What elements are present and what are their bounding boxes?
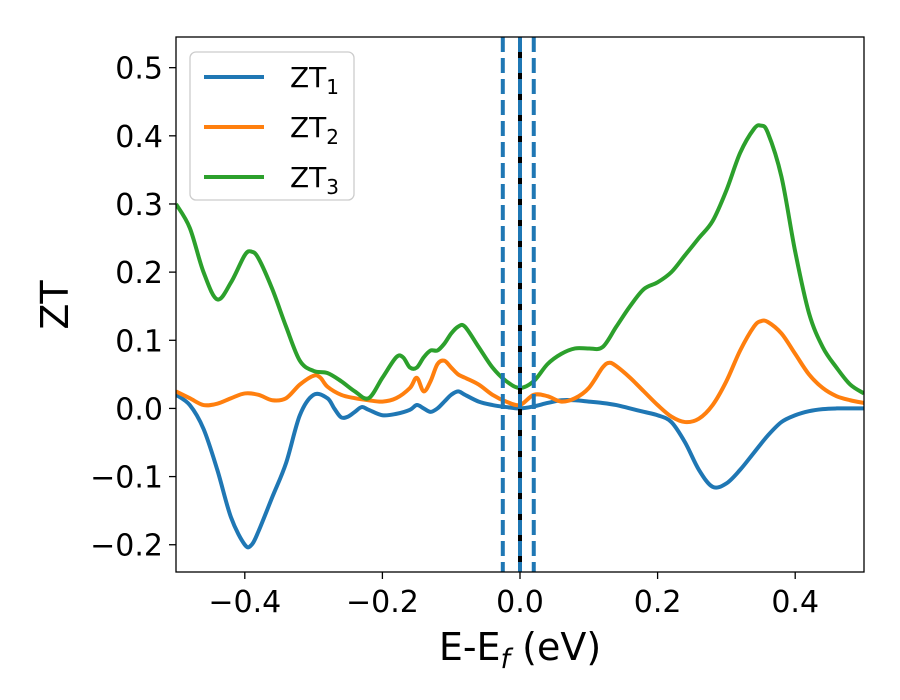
y-tick-label: 0.5 — [115, 52, 163, 87]
x-tick-label: 0.4 — [771, 585, 819, 620]
x-tick-label: 0.0 — [496, 585, 544, 620]
reference-lines — [500, 37, 536, 572]
y-tick-label: 0.2 — [115, 256, 163, 291]
x-tick-label: −0.4 — [208, 585, 281, 620]
y-tick-label: 0.3 — [115, 188, 163, 223]
series-line-zt3 — [176, 123, 864, 401]
legend-label-zt1: ZT1 — [290, 61, 339, 99]
legend-label-zt2: ZT2 — [290, 111, 339, 149]
y-tick-label: −0.1 — [90, 461, 163, 496]
series-layer — [176, 123, 864, 550]
series-line-zt2 — [176, 318, 864, 425]
legend-label-zt3: ZT3 — [290, 161, 339, 199]
x-axis-label: E-Ef (eV) — [439, 625, 601, 675]
y-tick-label: −0.2 — [90, 529, 163, 564]
y-tick-label: 0.1 — [115, 324, 163, 359]
series-line-zt1 — [176, 389, 864, 550]
y-axis-ticks: −0.2 −0.1 0.0 0.1 0.2 0.3 0.4 0.5 — [90, 52, 176, 564]
x-tick-label: −0.2 — [346, 585, 419, 620]
y-tick-label: 0.4 — [115, 120, 163, 155]
x-tick-label: 0.2 — [634, 585, 682, 620]
y-tick-label: 0.0 — [115, 392, 163, 427]
legend-box — [189, 51, 355, 201]
x-axis-ticks: −0.4 −0.2 0.0 0.2 0.4 — [208, 572, 819, 620]
y-axis-label: ZT — [33, 280, 77, 330]
legend: ZT1 ZT2 ZT3 — [189, 51, 355, 201]
